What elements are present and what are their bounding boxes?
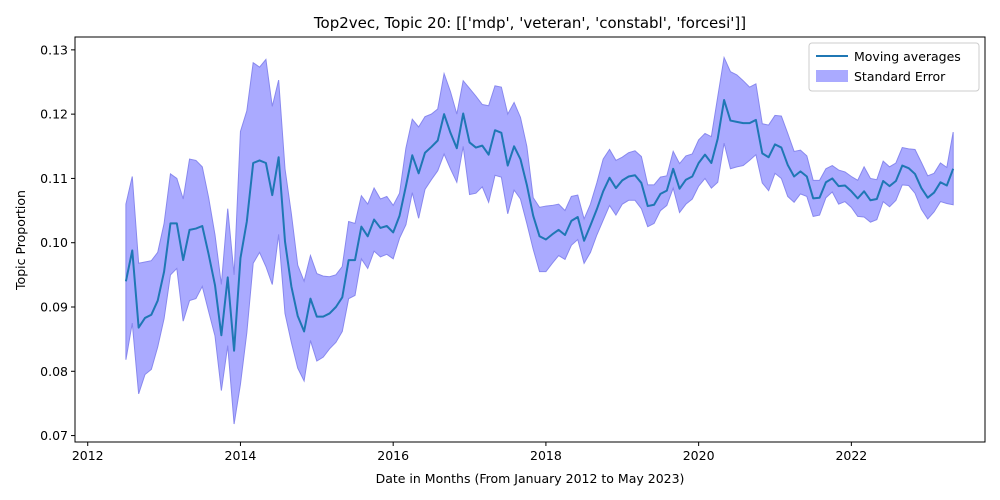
standard-error-band-layer [125, 55, 954, 425]
x-axis-label: Date in Months (From January 2012 to May… [376, 471, 685, 486]
y-tick-label: 0.07 [40, 428, 68, 443]
y-tick-label: 0.09 [40, 300, 68, 315]
moving-average-line [124, 99, 955, 352]
legend-box [808, 42, 980, 92]
legend-label-standard-error: Standard Error [854, 69, 946, 84]
x-tick-label: 2020 [683, 448, 715, 463]
y-tick-label: 0.08 [40, 364, 68, 379]
plot-frame [74, 36, 986, 443]
x-tick-label: 2018 [530, 448, 562, 463]
legend-label-moving-averages: Moving averages [854, 49, 961, 64]
standard-error-band [125, 55, 954, 425]
y-tick-label: 0.13 [40, 42, 68, 57]
y-tick-label: 0.10 [40, 235, 68, 250]
x-tick-label: 2012 [72, 448, 104, 463]
moving-average-line-layer [124, 99, 955, 352]
y-axis-label: Topic Proportion [13, 190, 28, 291]
legend-band-swatch [816, 70, 848, 82]
y-axis-ticks: 0.07 0.08 0.09 0.10 0.11 0.12 0.13 [40, 42, 75, 443]
x-tick-label: 2022 [835, 448, 867, 463]
y-tick-label: 0.11 [40, 171, 68, 186]
x-tick-label: 2016 [377, 448, 409, 463]
y-tick-label: 0.12 [40, 107, 68, 122]
x-tick-label: 2014 [225, 448, 257, 463]
chart-title: Top2vec, Topic 20: [['mdp', 'veteran', '… [313, 14, 746, 32]
x-axis-ticks: 2012 2014 2016 2018 2020 2022 [72, 442, 867, 463]
legend: Moving averages Standard Error [808, 42, 980, 92]
